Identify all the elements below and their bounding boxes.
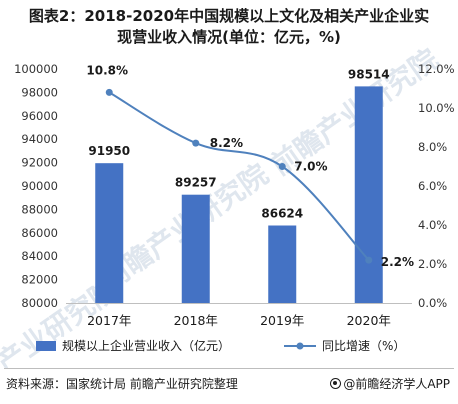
- footer-divider: [4, 368, 454, 369]
- growth-line: [108, 91, 370, 261]
- left-axis-tick-label: 86000: [21, 226, 58, 240]
- bar-series: 91950 89257 86624 98514: [88, 67, 390, 303]
- left-axis-tick-label: 82000: [21, 273, 58, 287]
- right-axis-tick-label: 0.0%: [418, 296, 447, 310]
- x-axis-tick-label: 2019年: [260, 313, 304, 328]
- line-value-label: 8.2%: [210, 136, 243, 150]
- right-axis-tick-label: 6.0%: [418, 179, 447, 193]
- x-axis-tick-label: 2017年: [87, 313, 131, 328]
- left-axis-tick-label: 84000: [21, 249, 58, 263]
- right-axis-tick-label: 12.0%: [418, 62, 455, 76]
- bar-2: [181, 194, 210, 303]
- chart-title-line-2: 现营业收入情况(单位：亿元，%): [117, 28, 341, 46]
- line-value-label: 2.2%: [381, 255, 414, 269]
- chart-title-line-1: 图表2：2018-2020年中国规模以上文化及相关产业企业实: [28, 7, 430, 25]
- brand-credit: @前瞻经济学人APP: [330, 375, 450, 392]
- left-axis-tick-label: 100000: [14, 62, 58, 76]
- right-axis-tick-label: 4.0%: [418, 218, 447, 232]
- bar-value-label: 86624: [261, 206, 303, 220]
- left-axis-tick-label: 80000: [21, 296, 58, 310]
- bar-value-label: 89257: [175, 176, 217, 190]
- brand-credit-text: @前瞻经济学人APP: [343, 377, 450, 391]
- left-axis-tick-label: 90000: [21, 179, 58, 193]
- left-axis-tick-label: 96000: [21, 109, 58, 123]
- combo-chart: 前瞻产业研究院前瞻产业研究院前瞻产业研究院 800008200084000860…: [0, 42, 455, 368]
- source-note: 资料来源：国家统计局 前瞻产业研究院整理: [6, 377, 238, 391]
- legend: 规模以上企业营业收入（亿元） 同比增速（%）: [36, 338, 405, 353]
- legend-swatch-marker: [296, 342, 304, 350]
- left-axis: 80000 82000 84000 86000 88000 90000 92000 94000…: [14, 62, 58, 310]
- bar-value-label: 98514: [348, 67, 390, 81]
- chart-title: 图表2：2018-2020年中国规模以上文化及相关产业企业实 现营业收入情况(单…: [0, 6, 458, 48]
- footer: 资料来源：国家统计局 前瞻产业研究院整理 @前瞻经济学人APP: [0, 368, 458, 404]
- x-axis-tick-label: 2020年: [347, 313, 391, 328]
- bar-4: [354, 86, 383, 303]
- x-axis-tick-label: 2018年: [174, 313, 218, 328]
- left-axis-tick-label: 94000: [21, 132, 58, 146]
- right-axis-tick-label: 10.0%: [418, 101, 455, 115]
- left-axis-tick-label: 88000: [21, 202, 58, 216]
- left-axis-tick-label: 98000: [21, 85, 58, 99]
- line-value-label: 10.8%: [86, 63, 128, 77]
- legend-swatch-bar: [36, 341, 56, 351]
- bar-1: [95, 163, 124, 303]
- legend-label-bar: 规模以上企业营业收入（亿元）: [62, 338, 230, 353]
- line-point-3: [278, 163, 286, 170]
- left-axis-tick-label: 92000: [21, 156, 58, 170]
- bar-3: [268, 225, 297, 303]
- x-axis: 2017年 2018年 2019年 2020年: [66, 303, 412, 328]
- line-value-label: 7.0%: [294, 160, 327, 174]
- brand-logo-icon: [330, 378, 342, 389]
- line-point-2: [192, 139, 200, 147]
- line-point-4: [365, 256, 373, 264]
- bar-value-label: 91950: [88, 144, 130, 158]
- legend-label-line: 同比增速（%）: [322, 339, 405, 353]
- line-series: 10.8% 8.2% 7.0% 2.2%: [86, 63, 414, 269]
- right-axis-tick-label: 8.0%: [418, 140, 447, 154]
- right-axis: 0.0% 2.0% 4.0% 6.0% 8.0% 10.0% 12.0%: [418, 62, 455, 310]
- right-axis-tick-label: 2.0%: [418, 257, 447, 271]
- line-point-1: [105, 88, 113, 96]
